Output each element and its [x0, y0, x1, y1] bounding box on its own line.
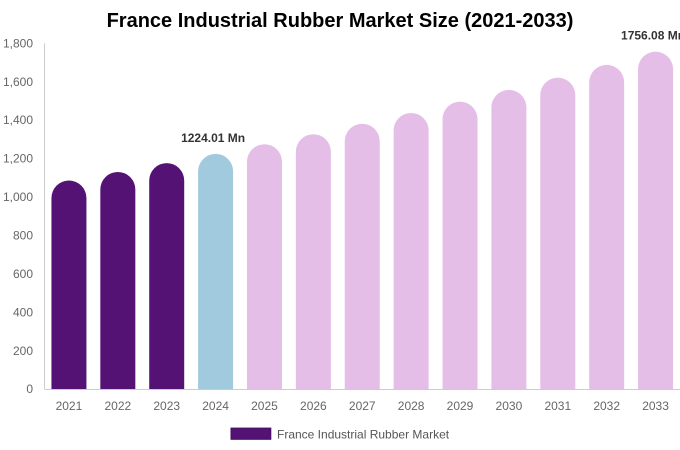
- svg-text:1,200: 1,200: [3, 152, 33, 166]
- svg-text:2025: 2025: [251, 399, 278, 413]
- svg-text:1756.08 Mn: 1756.08 Mn: [621, 28, 680, 42]
- svg-text:2029: 2029: [447, 399, 474, 413]
- svg-text:200: 200: [13, 344, 33, 358]
- svg-text:1,000: 1,000: [3, 190, 33, 204]
- svg-text:600: 600: [13, 267, 33, 281]
- svg-text:2030: 2030: [496, 399, 523, 413]
- svg-text:1224.01 Mn: 1224.01 Mn: [181, 131, 245, 145]
- svg-text:400: 400: [13, 305, 33, 319]
- svg-text:2028: 2028: [398, 399, 425, 413]
- svg-text:800: 800: [13, 229, 33, 243]
- svg-text:France Industrial Rubber Marke: France Industrial Rubber Market: [277, 427, 450, 441]
- svg-text:0: 0: [26, 382, 33, 396]
- svg-text:2023: 2023: [153, 399, 180, 413]
- svg-text:2024: 2024: [202, 399, 229, 413]
- svg-text:2032: 2032: [593, 399, 620, 413]
- svg-text:1,400: 1,400: [3, 113, 33, 127]
- svg-text:2021: 2021: [56, 399, 83, 413]
- svg-text:2033: 2033: [642, 399, 669, 413]
- svg-text:France Industrial Rubber Marke: France Industrial Rubber Market Size (20…: [107, 10, 574, 32]
- svg-text:1,600: 1,600: [3, 75, 33, 89]
- svg-text:1,800: 1,800: [3, 36, 33, 50]
- svg-text:2031: 2031: [544, 399, 571, 413]
- svg-text:2022: 2022: [104, 399, 131, 413]
- svg-text:2026: 2026: [300, 399, 327, 413]
- svg-text:2027: 2027: [349, 399, 376, 413]
